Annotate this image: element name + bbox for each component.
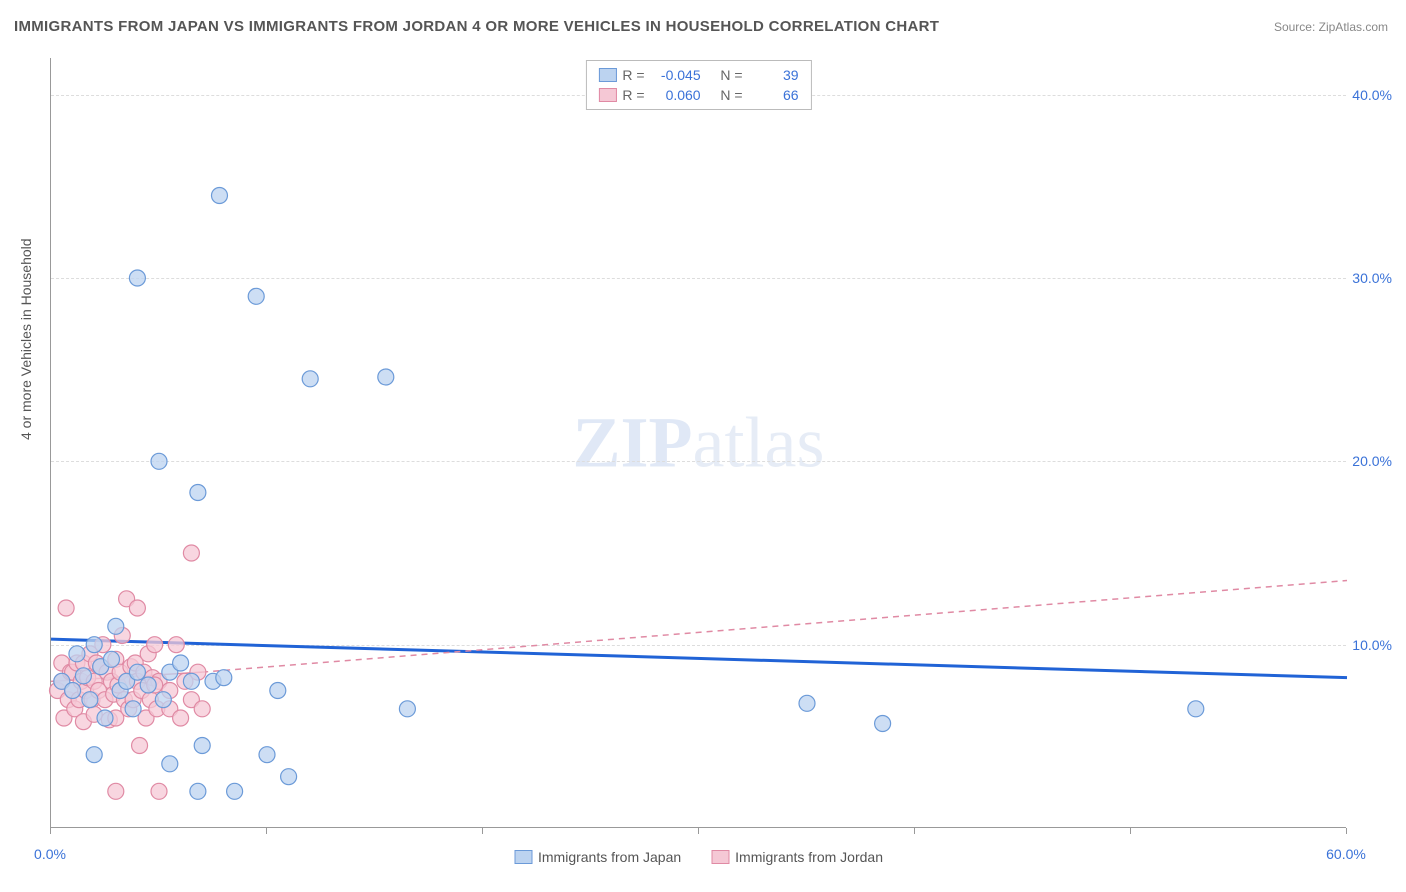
stats-row-jordan: R = 0.060 N = 66 xyxy=(598,85,798,105)
data-point xyxy=(58,600,74,616)
x-tick-label: 60.0% xyxy=(1326,846,1366,862)
data-point xyxy=(399,701,415,717)
data-point xyxy=(65,683,81,699)
data-point xyxy=(211,188,227,204)
x-tick-mark xyxy=(482,828,483,834)
data-point xyxy=(82,692,98,708)
data-point xyxy=(799,695,815,711)
data-point xyxy=(875,716,891,732)
data-point xyxy=(97,710,113,726)
x-tick-mark xyxy=(266,828,267,834)
data-point xyxy=(155,692,171,708)
y-tick-label: 10.0% xyxy=(1352,637,1392,653)
data-point xyxy=(129,664,145,680)
plot-area: ZIPatlas R = -0.045 N = 39 R = 0.060 N =… xyxy=(50,58,1346,828)
x-tick-mark xyxy=(914,828,915,834)
data-point xyxy=(1188,701,1204,717)
data-point xyxy=(86,747,102,763)
data-point xyxy=(173,655,189,671)
data-point xyxy=(108,783,124,799)
data-point xyxy=(140,677,156,693)
source-link[interactable]: ZipAtlas.com xyxy=(1319,20,1388,34)
swatch-icon xyxy=(711,850,729,864)
y-tick-label: 30.0% xyxy=(1352,270,1392,286)
legend-item-jordan: Immigrants from Jordan xyxy=(711,849,883,865)
data-point xyxy=(162,756,178,772)
data-point xyxy=(216,670,232,686)
data-point xyxy=(302,371,318,387)
y-tick-label: 40.0% xyxy=(1352,87,1392,103)
legend-item-japan: Immigrants from Japan xyxy=(514,849,681,865)
data-point xyxy=(194,701,210,717)
stats-row-japan: R = -0.045 N = 39 xyxy=(598,65,798,85)
swatch-icon xyxy=(598,68,616,82)
data-point xyxy=(147,637,163,653)
x-tick-label: 0.0% xyxy=(34,846,66,862)
swatch-icon xyxy=(514,850,532,864)
data-point xyxy=(129,270,145,286)
chart-title: IMMIGRANTS FROM JAPAN VS IMMIGRANTS FROM… xyxy=(14,18,939,35)
source-attribution: Source: ZipAtlas.com xyxy=(1274,20,1388,34)
data-point xyxy=(108,618,124,634)
data-point xyxy=(86,637,102,653)
data-point xyxy=(173,710,189,726)
data-point xyxy=(125,701,141,717)
data-point xyxy=(194,738,210,754)
data-point xyxy=(227,783,243,799)
data-point xyxy=(248,288,264,304)
x-tick-mark xyxy=(1346,828,1347,834)
data-point xyxy=(259,747,275,763)
data-point xyxy=(281,769,297,785)
swatch-icon xyxy=(598,88,616,102)
data-point xyxy=(151,783,167,799)
data-point xyxy=(183,545,199,561)
data-point xyxy=(168,637,184,653)
chart-svg xyxy=(51,58,1346,827)
x-tick-mark xyxy=(50,828,51,834)
data-point xyxy=(183,673,199,689)
x-tick-mark xyxy=(698,828,699,834)
data-point xyxy=(270,683,286,699)
data-point xyxy=(190,485,206,501)
data-point xyxy=(378,369,394,385)
data-point xyxy=(75,668,91,684)
stats-legend-box: R = -0.045 N = 39 R = 0.060 N = 66 xyxy=(585,60,811,110)
data-point xyxy=(190,783,206,799)
bottom-legend: Immigrants from Japan Immigrants from Jo… xyxy=(514,849,883,865)
y-axis-label: 4 or more Vehicles in Household xyxy=(18,238,34,440)
data-point xyxy=(103,651,119,667)
data-point xyxy=(151,453,167,469)
y-tick-label: 20.0% xyxy=(1352,453,1392,469)
data-point xyxy=(69,646,85,662)
data-point xyxy=(129,600,145,616)
data-point xyxy=(132,738,148,754)
x-tick-mark xyxy=(1130,828,1131,834)
